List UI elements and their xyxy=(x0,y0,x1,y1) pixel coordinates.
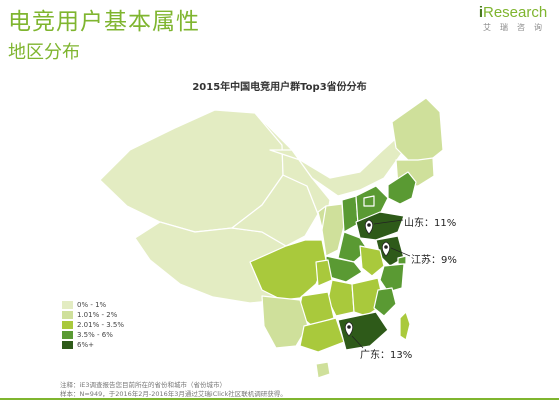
legend-swatch xyxy=(62,311,73,319)
logo-brand-rest: Research xyxy=(482,4,548,21)
province-zhejiang xyxy=(379,263,405,293)
province-heilongjiang xyxy=(391,97,444,163)
legend-label: 3.5% - 6% xyxy=(77,331,113,339)
legend-swatch xyxy=(62,301,73,309)
province-fujian xyxy=(373,287,397,317)
page-title: 电竞用户基本属性 xyxy=(8,9,200,35)
callout-shandong: 山东：11% xyxy=(404,218,457,229)
legend-label: 0% - 1% xyxy=(77,301,107,309)
province-shanxi xyxy=(341,195,359,233)
province-liaoning xyxy=(387,171,417,205)
footer-note-sample: 样本：N=949，于2016年2月-2016年3月通过艾瑞iClick社区联机调… xyxy=(60,390,287,398)
legend-item: 3.5% - 6% xyxy=(62,330,124,340)
pin-shandong xyxy=(364,219,404,235)
pin-guangdong xyxy=(344,321,364,349)
pin-jiangsu xyxy=(381,241,411,257)
province-yunnan xyxy=(261,295,309,349)
province-shanghai xyxy=(397,255,407,265)
logo-brand: iResearch xyxy=(475,4,551,21)
footer-notes: 注释：iE3调查报告您目前所在的省份和城市（省份城市） 样本：N=949，于20… xyxy=(60,381,287,399)
page-subtitle: 地区分布 xyxy=(8,42,80,63)
legend-item: 2.01% - 3.5% xyxy=(62,320,124,330)
province-anhui xyxy=(359,245,385,277)
province-beijing xyxy=(363,195,375,207)
legend-swatch xyxy=(62,321,73,329)
callout-jiangsu: 江苏：9% xyxy=(411,255,457,266)
legend-item: 0% - 1% xyxy=(62,300,124,310)
legend-label: 2.01% - 3.5% xyxy=(77,321,124,329)
legend-swatch xyxy=(62,331,73,339)
chart-title: 2015年中国电竞用户群Top3省份分布 xyxy=(192,82,367,93)
legend-label: 1.01% - 2% xyxy=(77,311,118,319)
map-legend: 0% - 1% 1.01% - 2% 2.01% - 3.5% 3.5% - 6… xyxy=(62,300,124,350)
legend-item: 1.01% - 2% xyxy=(62,310,124,320)
footer-divider xyxy=(0,398,559,400)
logo-brand-i: i xyxy=(478,4,483,21)
province-guangdong xyxy=(337,311,389,351)
legend-item: 6%+ xyxy=(62,340,124,350)
legend-label: 6%+ xyxy=(77,341,94,349)
province-taiwan xyxy=(399,311,411,341)
footer-note-source: 注释：iE3调查报告您目前所在的省份和城市（省份城市） xyxy=(60,381,227,389)
legend-swatch xyxy=(62,341,73,349)
province-guangxi xyxy=(299,317,345,353)
province-hainan xyxy=(315,361,331,379)
logo-cn: 艾瑞咨询 xyxy=(483,23,551,32)
iresearch-logo: iResearch 艾瑞咨询 xyxy=(475,4,551,33)
callout-guangdong: 广东：13% xyxy=(360,350,413,361)
